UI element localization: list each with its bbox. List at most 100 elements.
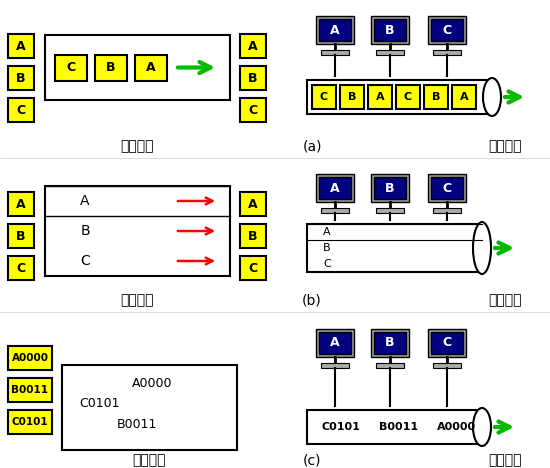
Bar [374,332,406,354]
Bar [62,365,237,450]
Bar [376,363,404,368]
Bar [376,208,404,213]
Text: C: C [442,23,452,37]
Bar [319,19,351,41]
Text: 資料通道: 資料通道 [133,453,166,467]
Bar [8,410,52,434]
Text: B: B [348,92,356,102]
Bar [431,332,463,354]
Bar [321,208,349,213]
Text: B: B [385,23,395,37]
Text: C: C [67,61,75,74]
Bar [240,224,266,248]
Text: 傳送方向: 傳送方向 [488,139,522,153]
Bar [487,81,495,113]
Bar [316,174,354,202]
Text: A0000: A0000 [132,377,172,390]
Text: B: B [323,243,331,253]
Text: C: C [320,92,328,102]
Bar [371,16,409,44]
Text: A: A [16,39,26,52]
Bar [55,54,87,80]
Text: B: B [432,92,440,102]
Bar [8,66,34,90]
Bar [307,80,492,114]
Text: 傳送方向: 傳送方向 [488,293,522,307]
Text: B0011: B0011 [117,418,157,431]
Bar [45,186,230,276]
Bar [8,378,52,402]
Text: C: C [442,336,452,350]
Bar [340,85,364,109]
Text: C: C [80,254,90,268]
Bar [396,85,420,109]
Bar [240,66,266,90]
Text: A0000: A0000 [437,422,476,432]
Bar [8,346,52,370]
Text: B: B [385,336,395,350]
Bar [428,329,466,357]
Bar [374,177,406,199]
Bar [431,19,463,41]
Text: A: A [16,197,26,211]
Text: C0101: C0101 [12,417,48,427]
Text: C: C [323,259,331,269]
Text: B: B [385,182,395,195]
Text: A: A [330,23,340,37]
Text: C: C [249,103,257,117]
Text: A: A [330,336,340,350]
Bar [8,34,34,58]
Ellipse shape [483,78,501,116]
Text: C: C [16,103,25,117]
Bar [368,85,392,109]
Text: B: B [80,224,90,238]
Bar [371,174,409,202]
Bar [433,363,461,368]
Bar [316,16,354,44]
Text: C: C [16,262,25,275]
Bar [240,192,266,216]
Text: A: A [330,182,340,195]
Bar [312,85,336,109]
Bar [8,192,34,216]
Ellipse shape [473,408,491,446]
Bar [452,85,476,109]
Bar [321,363,349,368]
Text: B: B [16,229,26,242]
Text: A: A [146,61,156,74]
Bar [45,35,230,100]
Bar [319,332,351,354]
Text: B: B [16,72,26,85]
Text: B: B [248,229,258,242]
Bar [371,329,409,357]
Text: 傳送方向: 傳送方向 [488,453,522,467]
Bar [240,256,266,280]
Bar [135,54,167,80]
Bar [8,98,34,122]
Bar [376,50,404,55]
Bar [428,16,466,44]
Text: A: A [248,39,258,52]
Ellipse shape [473,222,491,274]
Text: (a): (a) [302,139,322,153]
Bar [8,224,34,248]
Text: C0101: C0101 [80,397,120,410]
Bar [316,329,354,357]
Bar [424,85,448,109]
Text: (c): (c) [302,453,321,467]
Text: A0000: A0000 [12,353,48,363]
Text: B: B [106,61,116,74]
Text: A: A [248,197,258,211]
Text: B0011: B0011 [12,385,48,395]
Bar [428,174,466,202]
Bar [240,34,266,58]
Bar [240,98,266,122]
Bar [307,224,482,272]
Bar [8,256,34,280]
Text: A: A [323,227,331,237]
Text: C0101: C0101 [322,422,361,432]
Text: C: C [404,92,412,102]
Text: A: A [80,194,90,208]
Text: B: B [248,72,258,85]
Bar [95,54,127,80]
